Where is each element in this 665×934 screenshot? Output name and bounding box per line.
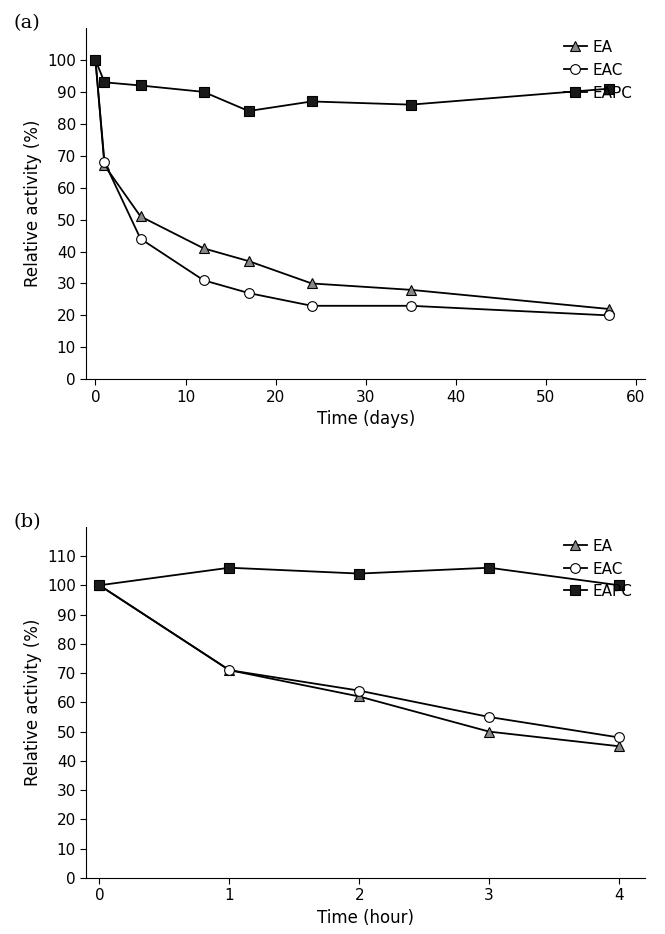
EA [96, 580, 104, 591]
EAPC [605, 83, 613, 94]
EAPC [225, 562, 233, 573]
EA [245, 256, 253, 267]
Line: EAPC: EAPC [94, 563, 624, 590]
EAC [136, 234, 144, 245]
EAPC [485, 562, 493, 573]
Y-axis label: Relative activity (%): Relative activity (%) [23, 618, 42, 786]
EAPC [245, 106, 253, 117]
EAC [308, 300, 316, 311]
Line: EA: EA [90, 55, 614, 314]
EA [225, 665, 233, 676]
EA [615, 741, 623, 752]
EA [407, 284, 415, 295]
EAC [605, 310, 613, 321]
Line: EAC: EAC [94, 580, 624, 743]
Line: EAPC: EAPC [90, 55, 614, 116]
EAPC [308, 96, 316, 107]
EAC [96, 580, 104, 591]
EAPC [100, 77, 108, 88]
EAC [485, 712, 493, 723]
EA [200, 243, 207, 254]
EA [485, 726, 493, 737]
EAPC [136, 80, 144, 92]
EAC [615, 732, 623, 743]
EA [100, 160, 108, 171]
Line: EA: EA [94, 580, 624, 751]
EAC [100, 157, 108, 168]
Legend: EA, EAC, EAPC: EA, EAC, EAPC [559, 534, 638, 604]
Y-axis label: Relative activity (%): Relative activity (%) [23, 120, 42, 288]
X-axis label: Time (hour): Time (hour) [317, 909, 414, 927]
X-axis label: Time (days): Time (days) [317, 410, 415, 428]
EAC [200, 275, 207, 286]
EAC [225, 665, 233, 676]
EA [92, 54, 100, 65]
Text: (b): (b) [14, 513, 41, 531]
EAPC [92, 54, 100, 65]
EAPC [615, 580, 623, 591]
EAPC [355, 568, 363, 579]
EA [136, 211, 144, 222]
EA [355, 691, 363, 702]
EAC [245, 288, 253, 299]
EAC [407, 300, 415, 311]
EAPC [407, 99, 415, 110]
Text: (a): (a) [14, 14, 41, 32]
EAPC [96, 580, 104, 591]
EAC [92, 54, 100, 65]
EAC [355, 685, 363, 696]
EA [605, 304, 613, 315]
Line: EAC: EAC [90, 55, 614, 320]
EA [308, 277, 316, 289]
Legend: EA, EAC, EAPC: EA, EAC, EAPC [559, 35, 638, 106]
EAPC [200, 86, 207, 97]
